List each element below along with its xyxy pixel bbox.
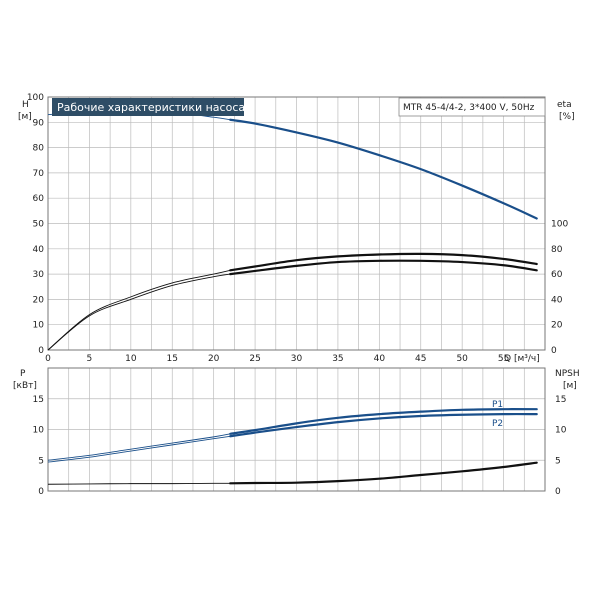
chart-title: Рабочие характеристики насоса bbox=[57, 101, 245, 114]
series-line-eta_2-extrapolated bbox=[47, 273, 231, 351]
y-right-tick-label: 60 bbox=[551, 270, 563, 280]
y-left-tick-label: 60 bbox=[33, 194, 45, 204]
y-left-tick-label: 70 bbox=[33, 169, 45, 179]
y-left-tick-label: 0 bbox=[38, 346, 44, 356]
x-tick-labels: 0 5 10 15 20 25 30 35 40 45 50 55 bbox=[45, 354, 509, 364]
y-left-axis-label: H bbox=[22, 100, 29, 110]
npsh-tick-label: 0 bbox=[555, 487, 561, 497]
title-box: Рабочие характеристики насоса bbox=[52, 98, 245, 116]
y-right-tick-label: 40 bbox=[551, 295, 563, 305]
power-axis-unit: [кВт] bbox=[13, 381, 37, 391]
npsh-tick-label: 5 bbox=[555, 456, 561, 466]
y-right-tick-label: 0 bbox=[551, 346, 557, 356]
top-right-tick-labels: 0 20 40 60 80 100 bbox=[551, 220, 568, 357]
bottom-left-tick-labels: 0 5 10 15 bbox=[33, 395, 45, 497]
x-tick-label: 40 bbox=[374, 354, 386, 364]
bottom-right-tick-labels: 0 5 10 15 bbox=[555, 395, 567, 497]
series-line-p1 bbox=[229, 408, 538, 435]
top-left-tick-labels: 0 10 20 30 40 50 60 70 80 90 100 bbox=[27, 93, 44, 356]
x-tick-label: 50 bbox=[456, 354, 468, 364]
power-tick-label: 15 bbox=[33, 395, 44, 405]
power-tick-label: 5 bbox=[38, 456, 44, 466]
x-tick-label: 5 bbox=[87, 354, 93, 364]
series-line-eta_1-extrapolated bbox=[47, 269, 231, 351]
series-line-p2-extrapolated bbox=[47, 435, 231, 463]
y-left-tick-label: 40 bbox=[33, 245, 45, 255]
series-line-head bbox=[229, 118, 538, 220]
x-tick-label: 0 bbox=[45, 354, 51, 364]
series-line-eta_2 bbox=[229, 259, 538, 276]
model-box: MTR 45-4/4-2, 3*400 V, 50Hz bbox=[398, 97, 546, 117]
x-tick-label: 25 bbox=[249, 354, 260, 364]
power-tick-label: 10 bbox=[33, 426, 45, 436]
y-left-tick-label: 90 bbox=[33, 118, 45, 128]
npsh-tick-label: 10 bbox=[555, 426, 567, 436]
y-left-tick-label: 100 bbox=[27, 93, 44, 103]
x-tick-label: 45 bbox=[415, 354, 426, 364]
npsh-axis-unit: [м] bbox=[563, 381, 577, 391]
series-line-eta_1 bbox=[229, 252, 538, 272]
y-right-tick-label: 80 bbox=[551, 245, 563, 255]
x-tick-label: 20 bbox=[208, 354, 220, 364]
npsh-tick-label: 15 bbox=[555, 395, 566, 405]
y-left-tick-label: 30 bbox=[33, 270, 45, 280]
series-line-npsh-extrapolated bbox=[47, 482, 231, 485]
top-chart-frame bbox=[47, 96, 546, 351]
bottom-chart-series bbox=[47, 408, 538, 485]
series-line-p1-extrapolated bbox=[47, 433, 231, 461]
y-right-tick-label: 20 bbox=[551, 321, 563, 331]
x-tick-label: 10 bbox=[125, 354, 137, 364]
series-label-p2: P2 bbox=[492, 419, 503, 429]
top-chart-series bbox=[47, 109, 538, 351]
x-tick-label: 55 bbox=[498, 354, 509, 364]
bottom-chart-frame bbox=[47, 367, 546, 492]
series-line-p2 bbox=[229, 412, 538, 438]
x-tick-label: 15 bbox=[167, 354, 178, 364]
y-left-tick-label: 20 bbox=[33, 295, 45, 305]
y-right-axis-unit: [%] bbox=[559, 112, 575, 122]
x-tick-label: 35 bbox=[332, 354, 343, 364]
y-left-tick-label: 50 bbox=[33, 220, 45, 230]
x-tick-label: 30 bbox=[291, 354, 303, 364]
power-axis-label: P bbox=[20, 369, 26, 379]
bottom-chart-grid bbox=[48, 368, 545, 491]
title-background bbox=[52, 98, 244, 116]
series-line-npsh bbox=[229, 461, 538, 485]
series-label-p1: P1 bbox=[492, 400, 503, 410]
model-background bbox=[398, 97, 546, 117]
npsh-axis-label: NPSH bbox=[555, 369, 580, 379]
y-left-tick-label: 80 bbox=[33, 144, 45, 154]
x-axis-label: Q [м³/ч] bbox=[504, 354, 540, 364]
power-tick-label: 0 bbox=[38, 487, 44, 497]
y-left-axis-unit: [м] bbox=[18, 112, 32, 122]
y-left-tick-label: 10 bbox=[33, 321, 45, 331]
model-label: MTR 45-4/4-2, 3*400 V, 50Hz bbox=[403, 103, 535, 113]
y-right-axis-label: eta bbox=[557, 100, 572, 110]
y-right-tick-label: 100 bbox=[551, 220, 568, 230]
top-chart-grid bbox=[48, 96, 545, 350]
